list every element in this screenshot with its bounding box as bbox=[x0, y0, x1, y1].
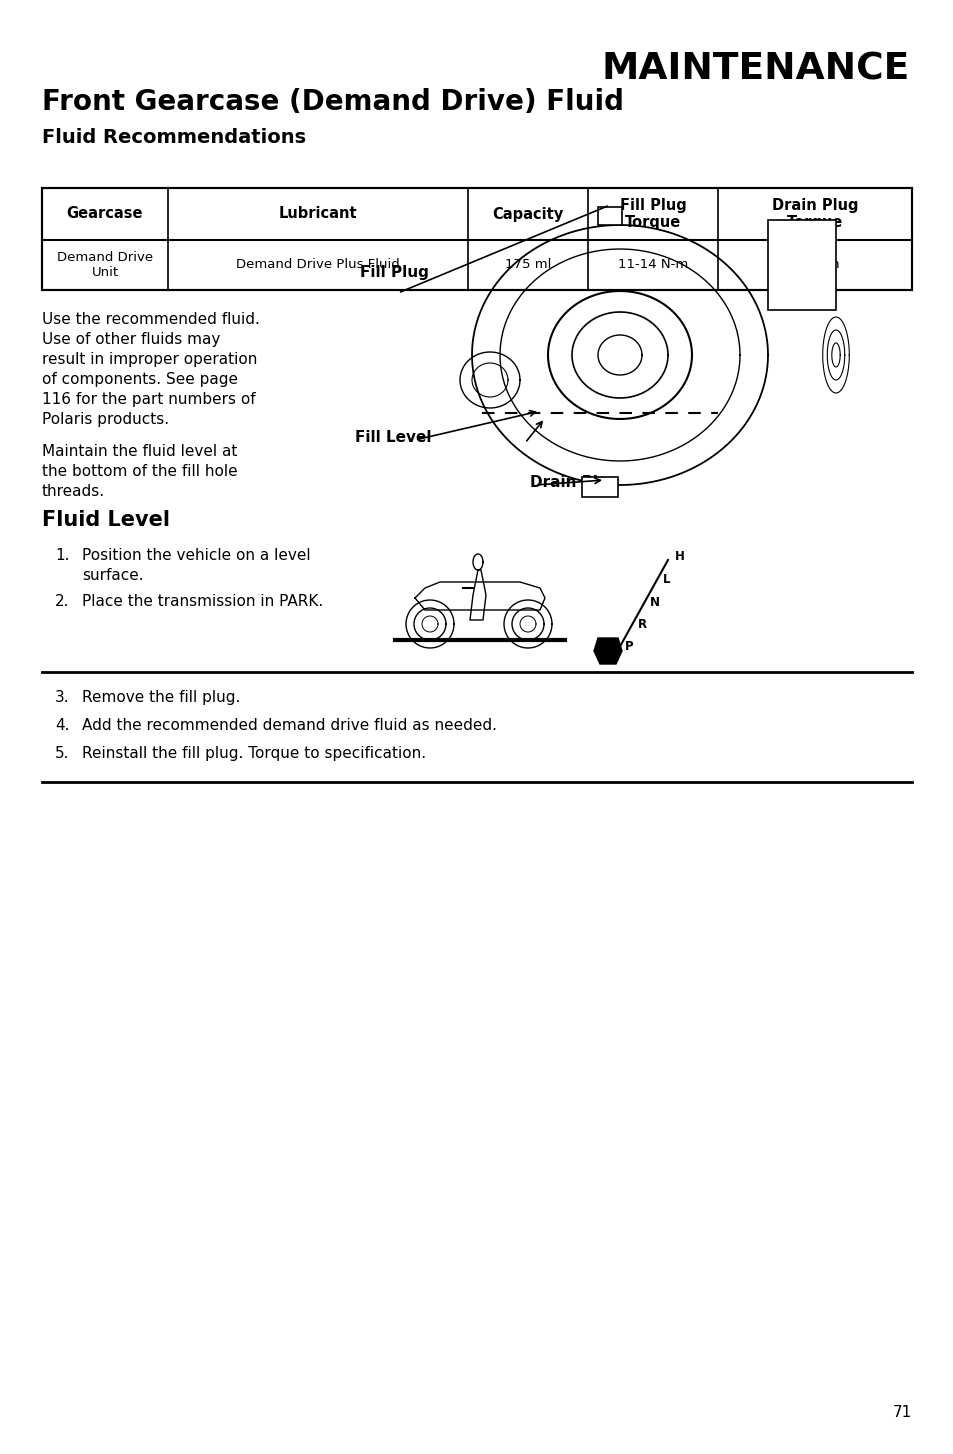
Text: Drain Plug: Drain Plug bbox=[530, 475, 619, 490]
Text: Use the recommended fluid.: Use the recommended fluid. bbox=[42, 313, 259, 327]
Text: 4.: 4. bbox=[55, 718, 70, 733]
Text: H: H bbox=[675, 551, 684, 564]
Text: of components. See page: of components. See page bbox=[42, 372, 237, 387]
Text: Demand Drive
Unit: Demand Drive Unit bbox=[57, 252, 152, 279]
Text: Use of other fluids may: Use of other fluids may bbox=[42, 332, 220, 348]
Text: R: R bbox=[637, 618, 646, 631]
Text: result in improper operation: result in improper operation bbox=[42, 352, 257, 366]
Text: Fluid Level: Fluid Level bbox=[42, 510, 170, 531]
Text: Drain Plug
Torque: Drain Plug Torque bbox=[771, 198, 858, 230]
Text: Capacity: Capacity bbox=[492, 206, 563, 221]
Text: N: N bbox=[649, 596, 659, 609]
Text: the bottom of the fill hole: the bottom of the fill hole bbox=[42, 464, 237, 478]
Text: Reinstall the fill plug. Torque to specification.: Reinstall the fill plug. Torque to speci… bbox=[82, 746, 426, 760]
Text: Maintain the fluid level at: Maintain the fluid level at bbox=[42, 443, 237, 459]
Text: MAINTENANCE: MAINTENANCE bbox=[601, 52, 909, 89]
Text: 15 N-m: 15 N-m bbox=[790, 259, 839, 272]
Text: L: L bbox=[661, 573, 669, 586]
Text: 11-14 N-m: 11-14 N-m bbox=[618, 259, 687, 272]
Text: threads.: threads. bbox=[42, 484, 105, 499]
Text: surface.: surface. bbox=[82, 569, 144, 583]
Text: 71: 71 bbox=[892, 1405, 911, 1421]
Text: Gearcase: Gearcase bbox=[67, 206, 143, 221]
Text: 2.: 2. bbox=[55, 595, 70, 609]
Polygon shape bbox=[415, 582, 544, 611]
Text: 1.: 1. bbox=[55, 548, 70, 563]
Text: Front Gearcase (Demand Drive) Fluid: Front Gearcase (Demand Drive) Fluid bbox=[42, 89, 623, 116]
Text: Fill Level: Fill Level bbox=[355, 430, 431, 445]
Text: Fluid Recommendations: Fluid Recommendations bbox=[42, 128, 306, 147]
Text: Add the recommended demand drive fluid as needed.: Add the recommended demand drive fluid a… bbox=[82, 718, 497, 733]
Bar bbox=[767, 220, 835, 310]
Text: Place the transmission in PARK.: Place the transmission in PARK. bbox=[82, 595, 323, 609]
Bar bbox=[42, 188, 911, 240]
Text: Demand Drive Plus Fluid: Demand Drive Plus Fluid bbox=[236, 259, 399, 272]
Text: Remove the fill plug.: Remove the fill plug. bbox=[82, 691, 240, 705]
Text: 175 ml: 175 ml bbox=[504, 259, 551, 272]
Text: Fill Plug
Torque: Fill Plug Torque bbox=[619, 198, 685, 230]
Text: Lubricant: Lubricant bbox=[278, 206, 357, 221]
Text: Fill Plug: Fill Plug bbox=[359, 265, 429, 281]
Bar bbox=[598, 206, 621, 225]
Bar bbox=[42, 188, 911, 289]
Bar bbox=[581, 477, 618, 497]
Text: Polaris products.: Polaris products. bbox=[42, 411, 169, 427]
Polygon shape bbox=[594, 638, 621, 664]
Text: 5.: 5. bbox=[55, 746, 70, 760]
Text: 3.: 3. bbox=[55, 691, 70, 705]
Text: P: P bbox=[624, 641, 633, 653]
Text: 116 for the part numbers of: 116 for the part numbers of bbox=[42, 393, 255, 407]
Text: Position the vehicle on a level: Position the vehicle on a level bbox=[82, 548, 311, 563]
